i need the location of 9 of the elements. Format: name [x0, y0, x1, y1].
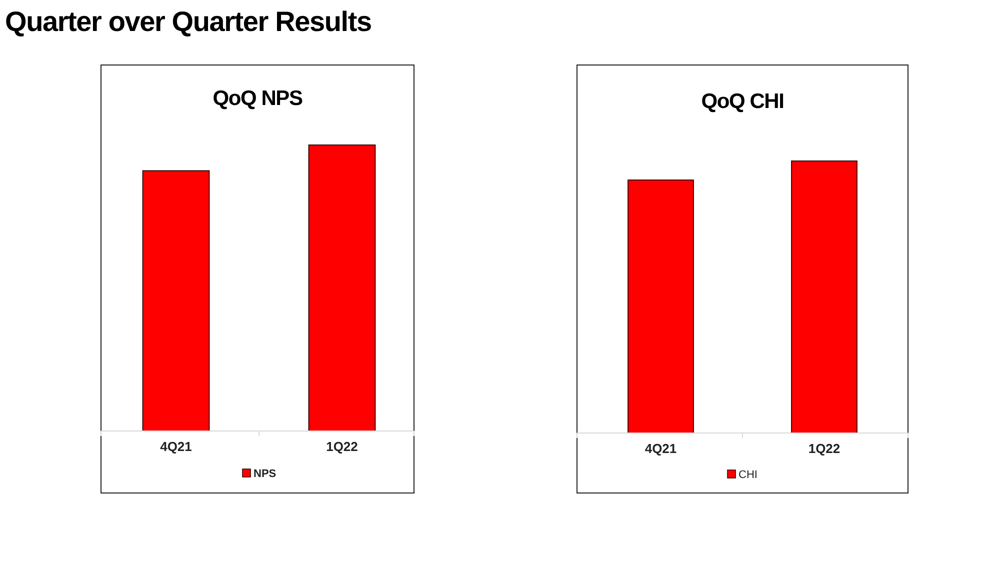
- x-tick-label: 4Q21: [160, 439, 192, 454]
- chart-title: QoQ NPS: [212, 87, 303, 110]
- text: Quarter over Quarter Results: [5, 6, 372, 37]
- chart-title: QoQ CHI: [701, 90, 784, 113]
- legend-label: CHI: [738, 469, 758, 481]
- x-tick-label: 1Q22: [808, 441, 840, 456]
- x-tick-label: 4Q21: [644, 441, 677, 456]
- legend-label: NPS: [254, 468, 276, 480]
- x-tick-label: 1Q22: [326, 439, 358, 454]
